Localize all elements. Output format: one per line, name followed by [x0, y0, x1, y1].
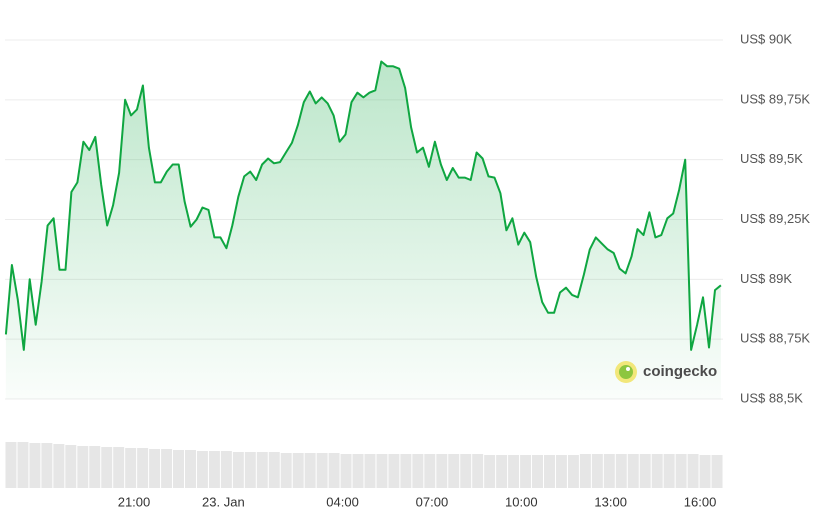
volume-bar [615, 454, 627, 488]
x-tick-label: 10:00 [505, 494, 538, 509]
volume-bar [29, 443, 41, 488]
volume-bar [208, 451, 220, 488]
x-tick-label: 13:00 [594, 494, 627, 509]
volume-bar [520, 455, 532, 488]
volume-bar [53, 444, 65, 488]
volume-bar [591, 454, 603, 488]
volume-bar [460, 454, 472, 488]
volume-bar [292, 453, 304, 488]
x-tick-label: 07:00 [416, 494, 449, 509]
price-line [4, 60, 722, 351]
volume-bar [89, 446, 101, 488]
y-tick-label: US$ 89,5K [740, 151, 803, 166]
volume-bar [125, 448, 137, 488]
volume-bar [137, 448, 149, 488]
volume-bar [256, 452, 268, 488]
volume-bar [65, 445, 77, 488]
volume-bar [544, 455, 555, 488]
volume-bar [340, 454, 352, 488]
x-tick-label: 16:00 [684, 494, 717, 509]
y-tick-label: US$ 89,75K [740, 91, 810, 106]
volume-bar [185, 450, 196, 488]
volume-bar [77, 446, 89, 488]
volume-bar [113, 447, 125, 488]
volume-bar [244, 452, 256, 488]
volume-bar [268, 452, 280, 488]
volume-bar [280, 453, 292, 488]
y-tick-label: US$ 88,5K [740, 390, 803, 405]
volume-bar [424, 454, 436, 488]
volume-bar [508, 455, 520, 488]
volume-bar [173, 450, 184, 488]
volume-bar [352, 454, 364, 488]
y-tick-label: US$ 89,25K [740, 211, 810, 226]
volume-bar [328, 453, 340, 488]
volume-bar [196, 451, 208, 488]
volume-bar [699, 455, 711, 488]
volume-bar [364, 454, 376, 488]
x-tick-label: 21:00 [118, 494, 151, 509]
watermark: coingecko [643, 363, 717, 380]
volume-bar [41, 443, 53, 488]
volume-bar [388, 454, 400, 488]
volume-bar [472, 454, 484, 488]
volume-bar [304, 453, 316, 488]
volume-bar [651, 454, 663, 488]
volume-bar [412, 454, 424, 488]
volume-bar [675, 454, 687, 488]
volume-bar [436, 454, 448, 488]
x-tick-label: 04:00 [326, 494, 359, 509]
volume-bar [555, 455, 567, 488]
volume-bar [496, 455, 508, 488]
volume-bar [579, 454, 591, 488]
volume-bar [376, 454, 388, 488]
y-tick-label: US$ 90K [740, 31, 792, 46]
volume-bar [484, 455, 496, 488]
volume-bar [17, 442, 29, 488]
area [5, 61, 721, 399]
volume-bar [232, 452, 244, 488]
volume-bar [687, 454, 699, 488]
volume-bar [101, 447, 113, 488]
volume-bar [603, 454, 615, 488]
volume-bar [316, 453, 328, 488]
volume-bar [567, 455, 579, 488]
volume-bar [5, 442, 17, 488]
volume-bar [532, 455, 543, 488]
volume-bar [400, 454, 412, 488]
volume-bar [639, 454, 651, 488]
y-tick-label: US$ 88,75K [740, 331, 810, 346]
logo-icon [615, 361, 637, 383]
volume-bar [663, 454, 675, 488]
volume-bar [149, 449, 161, 488]
volume-bar [161, 449, 173, 488]
y-tick-label: US$ 89K [740, 271, 792, 286]
volume-bar [711, 455, 723, 488]
volume-bar [220, 451, 232, 488]
volume-bar [627, 454, 639, 488]
x-tick-label: 23. Jan [202, 494, 245, 509]
volume-bar [448, 454, 460, 488]
